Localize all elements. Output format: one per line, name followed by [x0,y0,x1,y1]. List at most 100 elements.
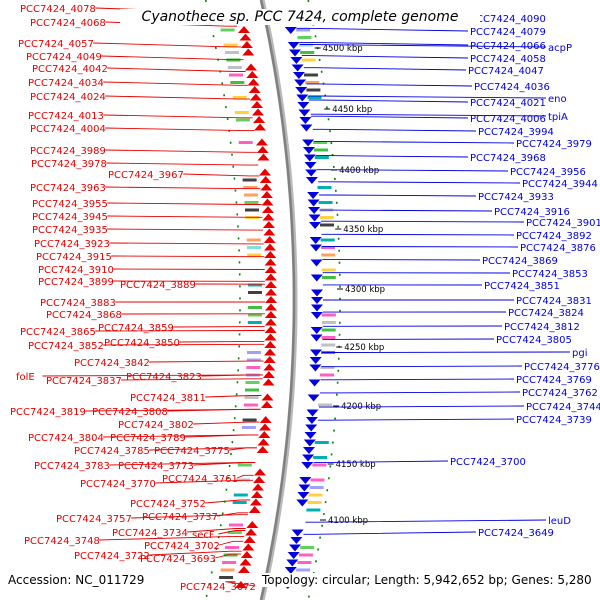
leader-line-right [308,99,469,103]
cog-category-bar [313,141,328,144]
gene-label-left: PCC7424_3978 [31,159,107,170]
leader-line-left [205,395,262,398]
forward-gene-arrow [262,206,274,213]
cog-category-bar [308,493,323,497]
leader-line-right [320,209,493,212]
leader-line-left [101,55,244,61]
genome-stats: Topology: circular; Length: 5,942,652 bp… [262,573,592,587]
cog-category-bar [245,208,259,212]
gene-label-left: PCC7424_4004 [30,124,106,135]
cog-category-bar [229,523,243,527]
forward-gene-arrow [262,221,275,228]
cog-category-bar [321,313,336,317]
reverse-gene-arrow [292,72,305,79]
gene-label-left: PCC7424_3811 [130,393,206,404]
leader-line-left [237,474,254,479]
cog-category-bar [321,268,336,272]
leader-line-left [205,499,251,504]
scale-tick-label: 4450 kbp [332,105,372,115]
gene-label-left: PCC7424_4068 [30,18,106,29]
cog-category-bar [225,546,239,549]
leader-line-right [319,391,521,394]
gene-label-right: PCC7424_3851 [484,281,560,292]
cog-category-bar [320,223,334,227]
scale-tick-label: 4500 kbp [323,44,363,54]
cog-category-bar [300,51,315,54]
leader-line-left [109,242,264,245]
gene-label-left: PCC7424_3945 [32,212,108,223]
gene-label-right: PCC7424_3739 [516,415,592,426]
leader-line-left [103,343,265,346]
forward-gene-arrow [242,48,255,56]
forward-gene-arrow [249,93,262,101]
cog-category-bar [227,531,242,534]
forward-gene-arrow [263,236,276,243]
forward-gene-arrow [243,536,256,543]
leader-line-right [317,418,515,421]
forward-gene-arrow [256,446,269,453]
gene-label-right: PCC7424_3649 [478,528,554,539]
gene-label-left: PCC7424_4024 [30,92,106,103]
forward-gene-arrow [258,431,271,438]
gene-label-left: PCC7424_3752 [130,499,206,510]
gene-label-left: PCC7424_3804 [28,433,104,444]
reverse-gene-arrow [284,27,297,34]
reverse-gene-arrow [308,379,321,387]
leader-line-left [107,67,246,72]
leader-line-right [313,460,449,464]
forward-gene-arrow [262,378,275,386]
forward-gene-arrow [264,318,277,326]
leader-line-left [225,581,256,587]
forward-gene-arrow [264,333,277,341]
forward-gene-arrow [257,438,270,446]
cog-category-bar [305,81,320,84]
forward-gene-arrow [265,288,277,296]
forward-gene-arrow [262,371,275,378]
reverse-gene-arrow [310,274,323,282]
leader-line-right [322,246,519,248]
gene-label-right: PCC7424_3700 [450,457,526,468]
gene-label-left: PCC7424_3783 [34,461,110,472]
genes-label: Genes: [511,573,554,587]
gene-label-right: PCC7424_3776 [524,362,600,373]
reverse-gene-arrow [298,484,311,492]
cog-category-bar [321,336,336,339]
gene-label-left: PCC7424_3915 [36,252,112,263]
gene-label-left: PCC7424_3868 [46,310,122,321]
reverse-gene-arrow [296,94,309,102]
length-value: 5,942,652 bp [423,573,504,587]
leader-line-left [149,550,242,556]
reverse-gene-arrow [305,424,318,432]
cog-category-bar [319,216,334,219]
gene-label-left: PCC7424_3923 [34,239,110,250]
reverse-gene-arrow [308,207,321,214]
reverse-gene-arrow [309,364,322,372]
gene-label-left: PCC7424_3889 [120,280,196,291]
reverse-gene-arrow [290,537,303,544]
cog-category-bar [321,328,336,332]
leader-line-left [187,528,246,533]
reverse-gene-arrow [310,259,323,267]
forward-gene-arrow [252,108,264,116]
leader-line-left [131,514,248,519]
reverse-gene-arrow [311,289,323,297]
gene-label-right: PCC7424_3869 [482,256,558,267]
scale-tick-label: 4400 kbp [339,166,379,176]
map-title: Cyanothece sp. PCC 7424, complete genome [120,9,480,25]
forward-gene-arrow [264,273,277,281]
forward-gene-arrow [261,198,274,206]
reverse-gene-arrow [297,102,310,109]
forward-gene-arrow [246,521,259,528]
cog-category-bar [318,403,333,407]
forward-gene-arrow [240,41,253,48]
scale-tick-label: 4100 kbp [328,516,368,526]
cog-category-bar [244,201,259,204]
reverse-gene-arrow [305,417,318,424]
cog-category-bar [306,88,321,92]
reverse-gene-arrow [296,499,309,507]
leader-line-right [312,128,477,132]
reverse-gene-arrow [310,312,323,319]
gene-label-left: PCC7424_3761 [162,474,238,485]
cog-category-bar [314,156,329,159]
leader-line-left [149,360,264,363]
